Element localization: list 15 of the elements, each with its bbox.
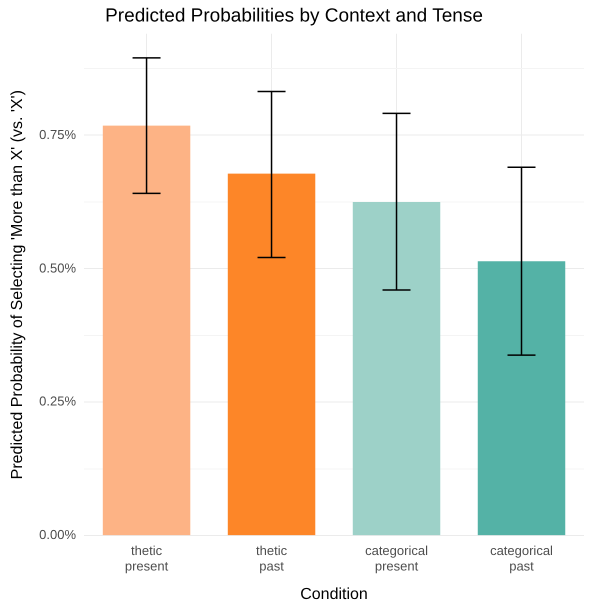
bar [102, 126, 190, 536]
chart-title: Predicted Probabilities by Context and Tense [105, 6, 483, 27]
bar [352, 202, 440, 536]
y-axis-title: Predicted Probability of Selecting 'More than X' (vs. 'X') [9, 90, 26, 480]
y-tick-label: 0.75% [39, 126, 76, 142]
bar [228, 174, 316, 536]
y-tick-label: 0.00% [39, 527, 76, 542]
x-tick-label: thetic present [124, 542, 169, 574]
x-tick-label: categorical present [365, 542, 428, 574]
x-tick-label: thetic past [256, 542, 288, 574]
y-tick-label: 0.50% [39, 260, 76, 276]
bar [478, 261, 566, 536]
x-axis-title: Condition [300, 586, 368, 603]
x-tick-label: categorical past [490, 542, 554, 574]
y-tick-label: 0.25% [39, 394, 76, 409]
